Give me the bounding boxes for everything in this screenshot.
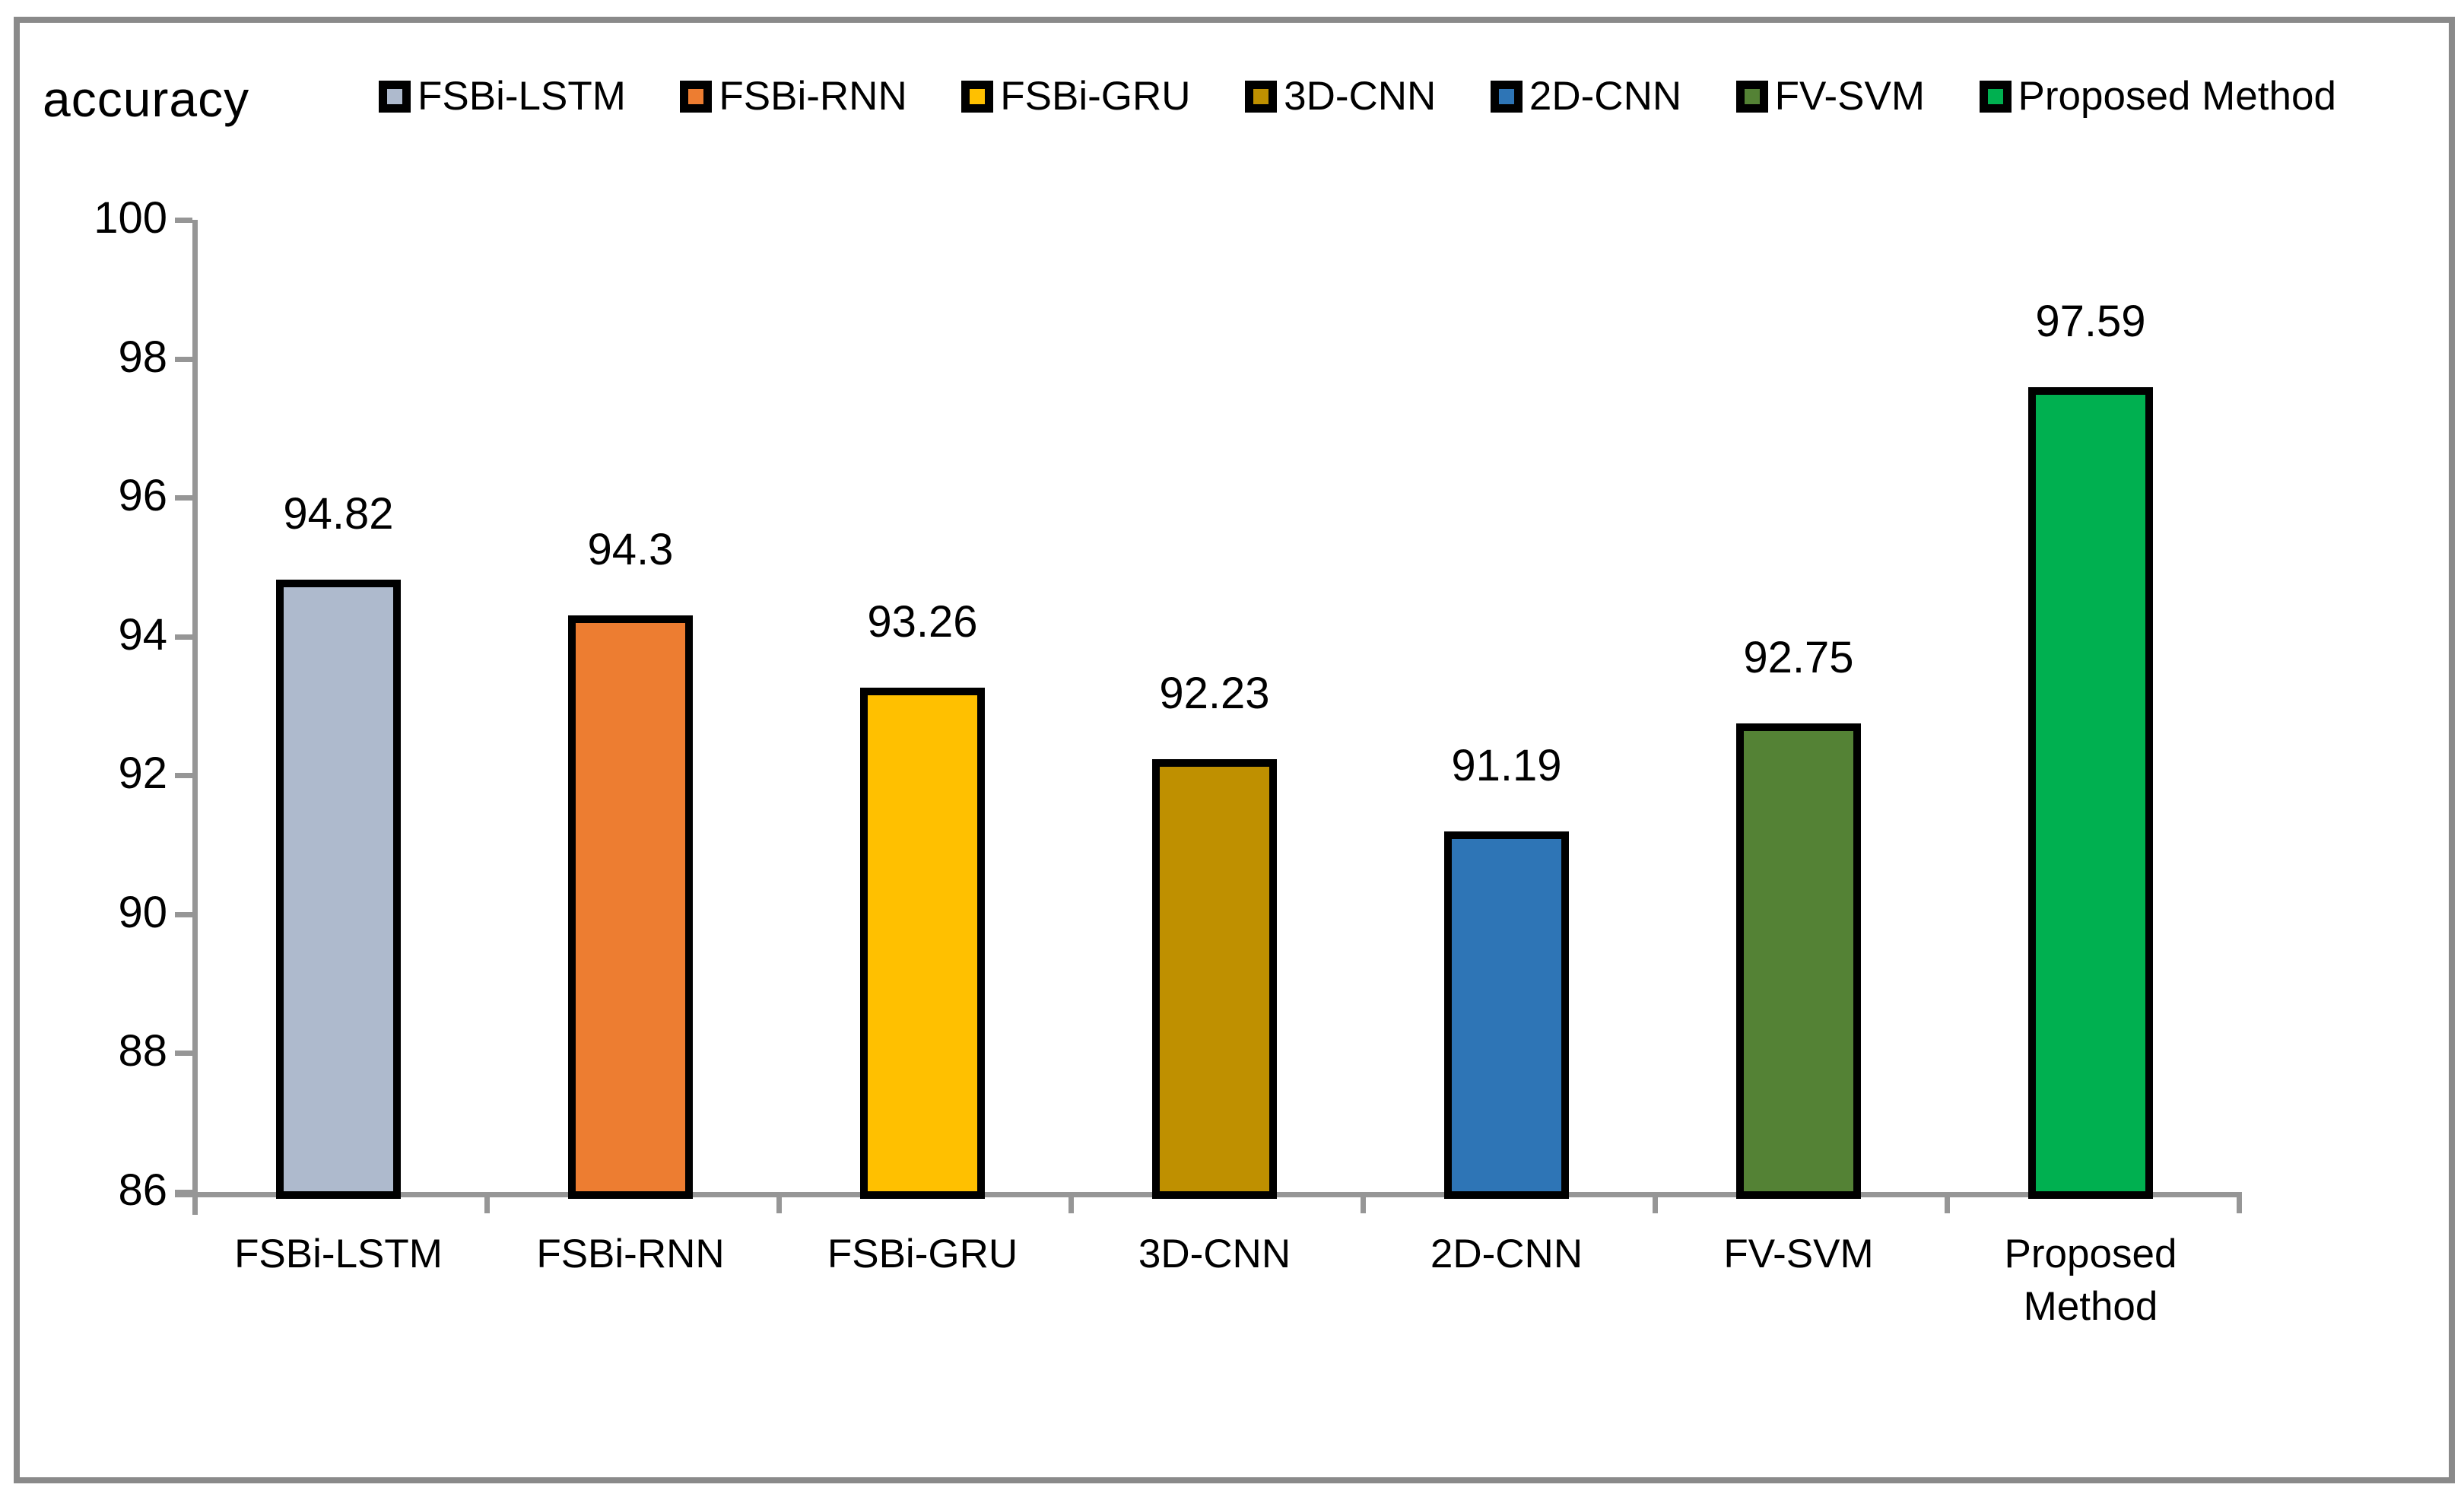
legend-label: FSBi-GRU [1000, 74, 1191, 119]
x-axis-category-label: FSBi-LSTM [234, 1232, 443, 1276]
bar-FSBi-LSTM [276, 579, 401, 1199]
y-axis-tick [175, 773, 192, 779]
x-axis-category-label: 2D-CNN [1430, 1232, 1583, 1276]
legend-swatch-icon [379, 80, 411, 113]
legend-label: 2D-CNN [1529, 74, 1682, 119]
y-axis-tick [175, 356, 192, 362]
bar-value-label: 93.26 [867, 597, 978, 647]
x-axis-tick [776, 1192, 782, 1213]
x-axis-category-label: FSBi-RNN [536, 1232, 725, 1276]
bar-FV-SVM [1736, 723, 1861, 1199]
bar-2D-CNN [1444, 831, 1569, 1199]
y-axis-tick [175, 1190, 192, 1195]
x-axis-tick [1361, 1192, 1366, 1213]
x-axis-tick [1653, 1192, 1658, 1213]
bar-value-label: 92.75 [1743, 632, 1854, 682]
legend-swatch-icon [961, 80, 994, 113]
x-axis-tick [192, 1192, 198, 1213]
y-axis-tick [175, 218, 192, 223]
legend-item-3D-CNN: 3D-CNN [1245, 73, 1436, 119]
bar-3D-CNN [1152, 759, 1277, 1199]
bar-value-label: 92.23 [1159, 669, 1270, 719]
y-axis-tick-label: 98 [118, 332, 167, 382]
legend: FSBi-LSTM FSBi-RNN FSBi-GRU 3D-CNN 2D-CNN FV-… [379, 73, 2336, 119]
chart-title: accuracy [43, 71, 250, 127]
x-axis-tick [1945, 1192, 1950, 1213]
y-axis-tick [175, 495, 192, 501]
legend-item-FSBi-GRU: FSBi-GRU [961, 73, 1191, 119]
y-axis-tick-label: 90 [118, 887, 167, 937]
legend-item-FV-SVM: FV-SVM [1735, 73, 1925, 119]
x-axis-category-label: FV-SVM [1723, 1232, 1874, 1276]
legend-swatch-icon [1490, 80, 1523, 113]
legend-item-2D-CNN: 2D-CNN [1490, 73, 1682, 119]
bar-value-label: 94.82 [283, 488, 394, 539]
x-axis-tick [484, 1192, 490, 1213]
y-axis-tick-label: 100 [94, 193, 167, 243]
x-axis-tick [1068, 1192, 1074, 1213]
legend-swatch-icon [1979, 80, 2012, 113]
legend-swatch-icon [1245, 80, 1278, 113]
y-axis-tick-label: 88 [118, 1026, 167, 1076]
chart-frame: accuracy FSBi-LSTM FSBi-RNN FSBi-GRU 3D-CNN… [14, 17, 2455, 1483]
bar-FSBi-RNN [568, 615, 693, 1199]
y-axis-tick [175, 634, 192, 640]
y-axis-tick-label: 94 [118, 609, 167, 660]
legend-label: Proposed Method [2018, 74, 2336, 119]
legend-swatch-icon [1735, 80, 1768, 113]
bar-value-label: 91.19 [1451, 741, 1562, 791]
legend-label: FSBi-RNN [719, 74, 907, 119]
x-axis-category-label: 3D-CNN [1138, 1232, 1291, 1276]
y-axis-tick-label: 92 [118, 749, 167, 799]
bar-value-label: 97.59 [2035, 296, 2146, 346]
y-axis-tick-label: 96 [118, 471, 167, 521]
bar-Proposed Method [2028, 386, 2153, 1199]
x-axis-category-label: FSBi-GRU [827, 1232, 1018, 1276]
legend-label: FV-SVM [1774, 74, 1925, 119]
legend-item-FSBi-LSTM: FSBi-LSTM [379, 73, 626, 119]
bar-FSBi-GRU [860, 688, 985, 1199]
x-axis-tick [2237, 1192, 2242, 1213]
y-axis-line [192, 220, 198, 1215]
legend-label: FSBi-LSTM [418, 74, 626, 119]
y-axis-tick [175, 911, 192, 917]
legend-label: 3D-CNN [1284, 74, 1437, 119]
y-axis-tick-label: 86 [118, 1165, 167, 1215]
legend-item-FSBi-RNN: FSBi-RNN [680, 73, 907, 119]
legend-swatch-icon [680, 80, 713, 113]
x-axis-category-label: Proposed Method [2004, 1232, 2177, 1329]
y-axis-tick [175, 1051, 192, 1057]
legend-item-Proposed Method: Proposed Method [1979, 73, 2336, 119]
bar-value-label: 94.3 [587, 525, 674, 575]
